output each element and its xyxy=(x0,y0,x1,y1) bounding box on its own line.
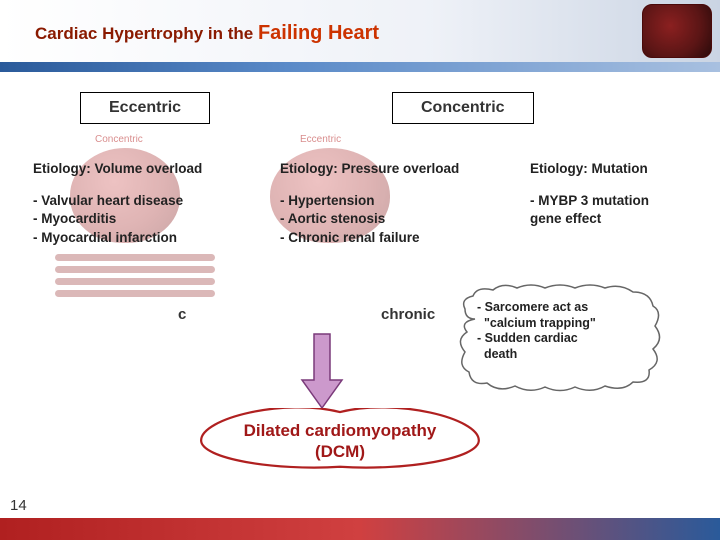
page-number: 14 xyxy=(10,497,27,514)
background-muscle-fibers xyxy=(55,250,225,310)
blue-stripe xyxy=(0,62,720,72)
concentric-box: Concentric xyxy=(392,92,534,124)
callout-cloud: - Sarcomere act as "calcium trapping" - … xyxy=(455,284,665,394)
title-emphasis: Failing Heart xyxy=(258,22,379,44)
eccentric-box: Eccentric xyxy=(80,92,210,124)
cloud-line3: - Sudden cardiac xyxy=(477,331,578,345)
col1-header: Etiology: Volume overload xyxy=(33,160,235,178)
down-arrow xyxy=(300,332,344,410)
header-bar: Cardiac Hypertrophy in the Failing Heart xyxy=(0,0,720,62)
col2-header: Etiology: Pressure overload xyxy=(280,160,490,178)
cloud-line2: "calcium trapping" xyxy=(484,316,596,330)
bg-label-eccentric: Eccentric xyxy=(300,134,341,145)
col1-items: - Valvular heart disease - Myocarditis -… xyxy=(33,192,235,247)
title-prefix: Cardiac Hypertrophy in the xyxy=(35,24,258,43)
footer-stripe xyxy=(0,518,720,540)
dcm-line1: Dilated cardiomyopathy xyxy=(244,421,437,440)
cloud-text: - Sarcomere act as "calcium trapping" - … xyxy=(477,300,652,363)
column-mutation: Etiology: Mutation - MYBP 3 mutation gen… xyxy=(530,160,710,229)
dcm-box: Dilated cardiomyopathy (DCM) xyxy=(195,410,485,473)
col2-items: - Hypertension - Aortic stenosis - Chron… xyxy=(280,192,490,247)
col3-header: Etiology: Mutation xyxy=(530,160,710,178)
chronic-right-label: chronic xyxy=(381,306,435,323)
cloud-line1: - Sarcomere act as xyxy=(477,300,588,314)
dcm-line2: (DCM) xyxy=(315,442,365,461)
bg-label-concentric: Concentric xyxy=(95,134,143,145)
chronic-left-label: c xyxy=(178,306,186,323)
column-pressure-overload: Etiology: Pressure overload - Hypertensi… xyxy=(280,160,490,247)
column-volume-overload: Etiology: Volume overload - Valvular hea… xyxy=(33,160,235,247)
heart-image xyxy=(642,4,712,58)
cloud-line4: death xyxy=(484,347,517,361)
slide-title: Cardiac Hypertrophy in the Failing Heart xyxy=(35,22,379,45)
col3-items: - MYBP 3 mutation gene effect xyxy=(530,192,710,228)
